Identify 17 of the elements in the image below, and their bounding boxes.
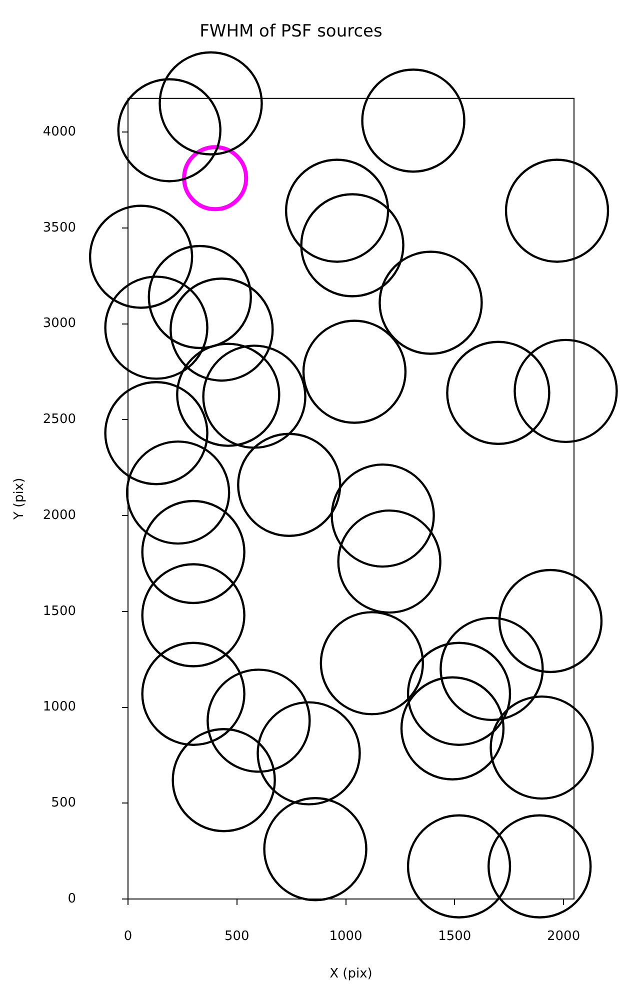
- y-tick-label: 2000: [42, 508, 76, 523]
- y-axis-title: Y (pix): [12, 478, 28, 521]
- y-tick-label: 1000: [42, 700, 76, 715]
- x-tick-label: 500: [224, 929, 250, 944]
- y-tick-label: 0: [68, 891, 76, 906]
- y-tick-label: 4000: [42, 124, 76, 140]
- y-tick-label: 500: [51, 796, 76, 811]
- y-tick-label: 3500: [42, 220, 76, 236]
- chart-title: FWHM of PSF sources: [200, 22, 383, 42]
- y-tick-label: 3000: [42, 316, 76, 332]
- x-axis-title: X (pix): [330, 966, 372, 982]
- y-tick-label: 1500: [42, 604, 76, 619]
- x-tick-label: 1000: [329, 929, 362, 944]
- y-tick-label: 2500: [42, 412, 76, 428]
- x-tick-label: 0: [124, 929, 132, 944]
- x-tick-label: 2000: [547, 929, 580, 944]
- x-tick-label: 1500: [438, 929, 472, 944]
